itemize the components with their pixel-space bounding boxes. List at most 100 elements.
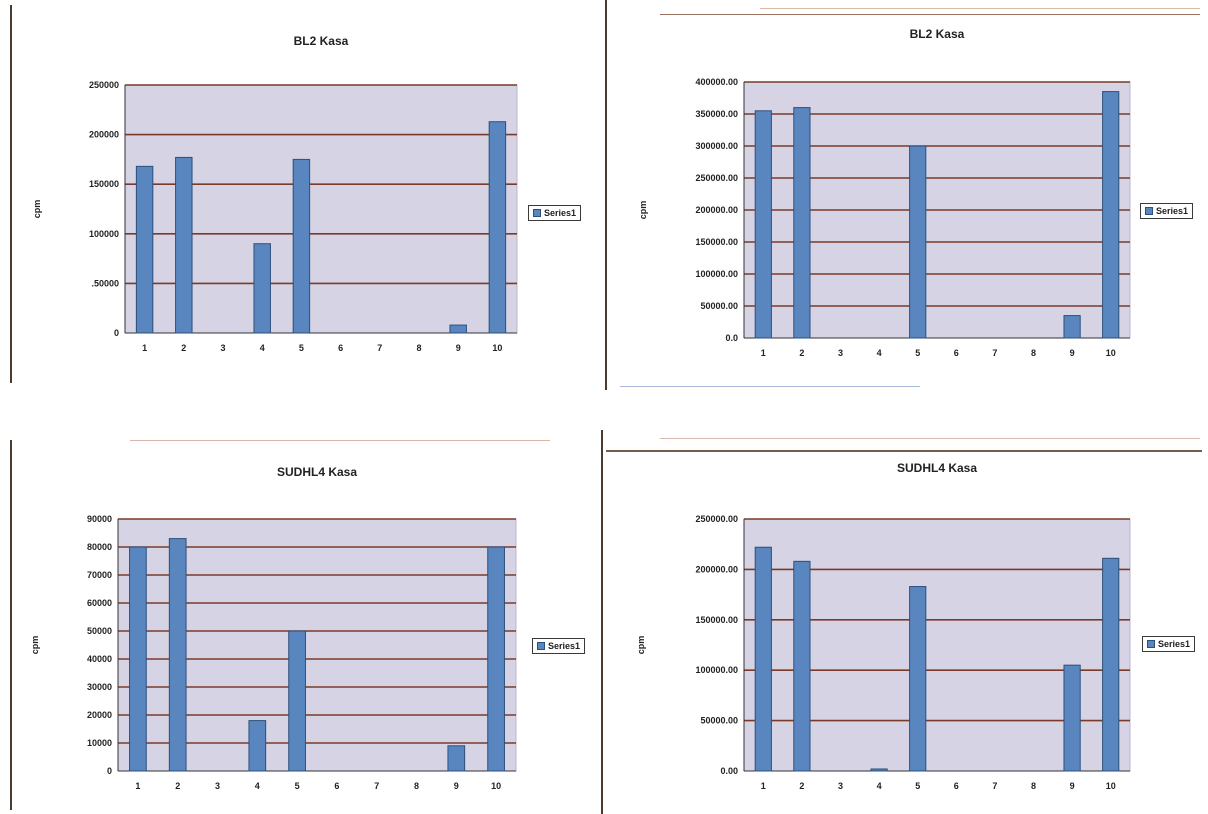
x-tick-label: 2	[799, 781, 804, 791]
bar	[292, 158, 311, 334]
legend-label: Series1	[548, 641, 581, 651]
bar	[754, 110, 772, 339]
panel-divider-bottom-right	[606, 450, 1202, 452]
y-tick-label: .50000	[91, 278, 119, 288]
y-tick-label: 100000.00	[695, 269, 738, 279]
x-tick-label: 2	[175, 781, 180, 791]
y-axis-label: cpm	[636, 636, 646, 655]
y-tick-label: 0	[114, 328, 119, 338]
y-tick-label: 10000	[87, 738, 112, 748]
chart-4-legend: Series1	[1142, 636, 1196, 652]
x-tick-label: 7	[992, 348, 997, 358]
x-tick-label: 6	[334, 781, 339, 791]
x-tick-label: 3	[220, 343, 225, 353]
x-tick-label: 4	[260, 343, 265, 353]
x-tick-label: 8	[1031, 348, 1036, 358]
y-tick-label: 150000	[89, 179, 119, 189]
y-axis-label: cpm	[32, 200, 42, 219]
x-tick-label: 7	[377, 343, 382, 353]
chart-panel-1: BL2 Kasa 0 .50000 100000 150000 200000 250000 c…	[32, 34, 518, 353]
x-tick-label: 8	[414, 781, 419, 791]
chart-title: SUDHL4 Kasa	[277, 465, 357, 479]
y-tick-label: 100000	[89, 229, 119, 239]
y-tick-label: 50000.00	[700, 301, 738, 311]
y-tick-label: 250000.00	[695, 514, 738, 524]
bar	[449, 324, 467, 334]
x-tick-label: 1	[761, 781, 766, 791]
chart-title: BL2 Kasa	[294, 34, 349, 48]
y-tick-label: 0.0	[725, 333, 738, 343]
x-tick-label: 6	[338, 343, 343, 353]
x-tick-label: 9	[1070, 348, 1075, 358]
x-tick-label: 6	[954, 781, 959, 791]
bar	[870, 768, 888, 772]
x-tick-label: 5	[299, 343, 304, 353]
bar	[447, 745, 466, 772]
y-tick-label: 0	[107, 766, 112, 776]
legend-swatch	[537, 642, 545, 650]
y-tick-label: 150000.00	[695, 237, 738, 247]
x-tick-label: 6	[954, 348, 959, 358]
x-tick-label: 3	[838, 781, 843, 791]
x-tick-label: 5	[915, 781, 920, 791]
y-tick-label: 80000	[87, 542, 112, 552]
bar	[487, 546, 505, 772]
chart-2-legend: Series1	[1140, 203, 1194, 219]
x-tick-label: 7	[374, 781, 379, 791]
y-tick-label: 30000	[87, 682, 112, 692]
x-tick-label: 9	[456, 343, 461, 353]
chart-title: BL2 Kasa	[910, 27, 965, 41]
bar	[253, 243, 271, 334]
bar	[1063, 664, 1081, 772]
bar	[288, 630, 306, 772]
y-tick-label: 300000.00	[695, 141, 738, 151]
bar	[168, 538, 187, 772]
x-tick-label: 10	[1106, 781, 1116, 791]
bar	[1102, 557, 1120, 772]
bar	[135, 165, 154, 334]
y-tick-label: 200000	[89, 130, 119, 140]
y-tick-label: 200000.00	[695, 564, 738, 574]
panel-divider-left-top	[10, 5, 12, 383]
x-tick-label: 1	[761, 348, 766, 358]
chart-title: SUDHL4 Kasa	[897, 461, 977, 475]
x-tick-label: 7	[992, 781, 997, 791]
bar	[175, 156, 193, 334]
bar	[1102, 91, 1120, 339]
panel-divider-mid-bottom	[601, 430, 603, 814]
x-tick-label: 3	[215, 781, 220, 791]
legend-label: Series1	[544, 208, 577, 218]
y-tick-label: 100000.00	[695, 665, 738, 675]
x-tick-label: 10	[492, 343, 502, 353]
legend-swatch	[1145, 207, 1153, 215]
legend-swatch	[1147, 640, 1155, 648]
x-tick-label: 4	[877, 348, 882, 358]
y-tick-label: 200000.00	[695, 205, 738, 215]
x-tick-label: 1	[142, 343, 147, 353]
chart-panel-4: SUDHL4 Kasa 0.00 50000.00 100000.00 150000.0…	[636, 461, 1131, 791]
panel-divider-bottom-left	[130, 440, 550, 441]
x-tick-label: 10	[1106, 348, 1116, 358]
chart-panel-3: SUDHL4 Kasa 0 10000 20000 30000 40000 50000 600…	[30, 465, 517, 791]
x-tick-label: 5	[915, 348, 920, 358]
y-tick-label: 40000	[87, 654, 112, 664]
y-axis-label: cpm	[638, 201, 648, 220]
y-tick-label: 90000	[87, 514, 112, 524]
panel-divider-mid-top	[605, 0, 607, 390]
bar	[909, 145, 927, 339]
y-tick-label: 150000.00	[695, 615, 738, 625]
x-tick-label: 4	[877, 781, 882, 791]
bar	[793, 560, 811, 772]
y-axis-label: cpm	[30, 636, 40, 655]
y-tick-label: 70000	[87, 570, 112, 580]
x-tick-label: 4	[255, 781, 260, 791]
y-tick-label: 50000	[87, 626, 112, 636]
x-tick-label: 2	[181, 343, 186, 353]
x-tick-label: 8	[1031, 781, 1036, 791]
bar	[488, 121, 507, 334]
y-tick-label: 20000	[87, 710, 112, 720]
y-tick-label: 0.00	[720, 766, 738, 776]
bar	[909, 586, 927, 772]
x-tick-label: 9	[1070, 781, 1075, 791]
y-tick-label: 350000.00	[695, 109, 738, 119]
